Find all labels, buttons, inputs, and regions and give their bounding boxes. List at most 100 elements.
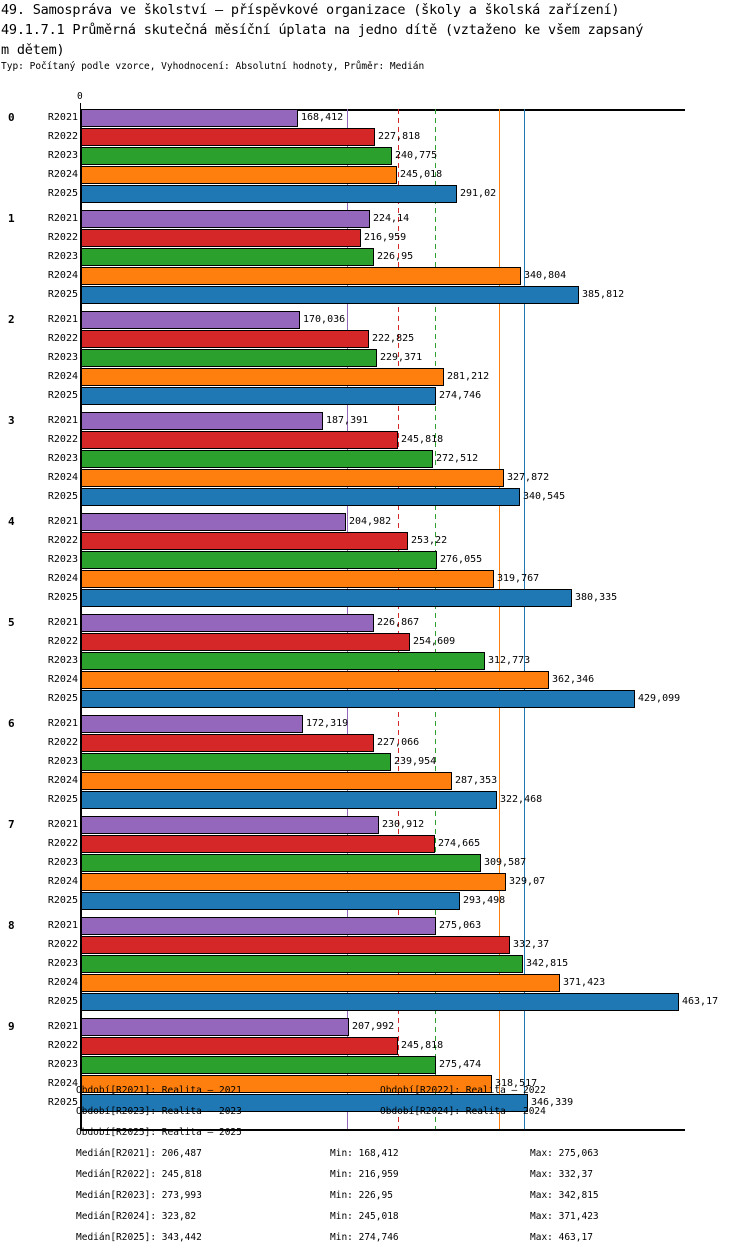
chart-plot-area: 0 0 R2021 168,412 R2022 227,818 R2023 240,775 R… [0, 92, 750, 1131]
bar-value-label: 224,14 [373, 213, 410, 224]
bar-row: R2024 371,423 [0, 974, 750, 992]
bar[interactable] [81, 690, 635, 708]
bar-value-label: 239,954 [394, 756, 437, 767]
chart-footer: Období[R2021]: Realita – 2021 Období[R202… [0, 1085, 750, 1253]
bar[interactable] [81, 772, 452, 790]
bar[interactable] [81, 715, 303, 733]
legend-entry: Období[R2024]: Realita – 2024 [380, 1106, 546, 1117]
bar-row-label: R2024 [47, 472, 78, 483]
bar[interactable] [81, 368, 444, 386]
bar[interactable] [81, 791, 497, 809]
bar[interactable] [81, 917, 436, 935]
bar-value-label: 312,773 [488, 655, 531, 666]
statistic-min: Min: 226,95 [330, 1190, 393, 1201]
bar-row: R2024 327,872 [0, 469, 750, 487]
bar-row-label: R2024 [47, 876, 78, 887]
bar[interactable] [81, 1075, 492, 1093]
bar[interactable] [81, 570, 494, 588]
bar[interactable] [81, 753, 391, 771]
bar-row-label: R2025 [47, 794, 78, 805]
bar-value-label: 281,212 [447, 371, 490, 382]
bar[interactable] [81, 974, 560, 992]
legend-entry: Období[R2025]: Realita – 2025 [76, 1127, 242, 1138]
bar[interactable] [81, 1056, 436, 1074]
bar-row-label: R2024 [47, 371, 78, 382]
bar-group: 0 R2021 168,412 R2022 227,818 R2023 240,775 R20… [0, 109, 750, 203]
bar[interactable] [81, 185, 457, 203]
bar[interactable] [81, 734, 374, 752]
bar-row-label: R2023 [47, 251, 78, 262]
page-title-line-3: m dětem) [1, 42, 65, 58]
bar[interactable] [81, 671, 549, 689]
bar-row-label: R2024 [47, 775, 78, 786]
bar-row: R2022 254,609 [0, 633, 750, 651]
bar[interactable] [81, 330, 369, 348]
bar[interactable] [81, 450, 433, 468]
bar[interactable] [81, 412, 323, 430]
bar[interactable] [81, 387, 436, 405]
bar-group-label: 9 [8, 1020, 15, 1033]
bar[interactable] [81, 633, 410, 651]
bar[interactable] [81, 1018, 349, 1036]
legend-row: Období[R2021]: Realita – 2021 Období[R202… [0, 1085, 750, 1106]
bar[interactable] [81, 147, 392, 165]
bar-groups: 0 R2021 168,412 R2022 227,818 R2023 240,775 R20… [0, 109, 750, 1119]
statistics-row: Medián[R2024]: 323,82 Min: 245,018 Max: 37… [0, 1211, 750, 1232]
bar-row: R2021 224,14 [0, 210, 750, 228]
bar[interactable] [81, 589, 572, 607]
bar[interactable] [81, 873, 506, 891]
bar-row: R2021 275,063 [0, 917, 750, 935]
bar-row-label: R2021 [47, 516, 78, 527]
bar[interactable] [81, 267, 521, 285]
bar[interactable] [81, 614, 374, 632]
chart-subtitle: Typ: Počítaný podle vzorce, Vyhodnocení:… [1, 61, 425, 72]
bar[interactable] [81, 431, 398, 449]
bar-row: R2023 272,512 [0, 450, 750, 468]
median-line [524, 109, 525, 1129]
bar-row-label: R2025 [47, 491, 78, 502]
legend-entry: Období[R2023]: Realita – 2023 [76, 1106, 242, 1117]
bar-row-label: R2025 [47, 592, 78, 603]
bar-row: R2025 385,812 [0, 286, 750, 304]
bar[interactable] [81, 166, 397, 184]
bar-row: R2021 230,912 [0, 816, 750, 834]
bar-row: R2024 362,346 [0, 671, 750, 689]
bar-group: 3 R2021 187,391 R2022 245,818 R2023 272,512 R20… [0, 412, 750, 506]
bar[interactable] [81, 286, 579, 304]
statistic-min: Min: 274,746 [330, 1232, 399, 1243]
bar-row: R2021 168,412 [0, 109, 750, 127]
axis-origin-tick [80, 103, 81, 109]
bar[interactable] [81, 955, 523, 973]
bar[interactable] [81, 993, 679, 1011]
bar-row: R2021 172,319 [0, 715, 750, 733]
bar[interactable] [81, 816, 379, 834]
bar-value-label: 230,912 [382, 819, 425, 830]
bar-row: R2025 380,335 [0, 589, 750, 607]
bar[interactable] [81, 835, 435, 853]
bar[interactable] [81, 488, 520, 506]
bar[interactable] [81, 248, 374, 266]
bar[interactable] [81, 936, 510, 954]
bar[interactable] [81, 210, 370, 228]
bar[interactable] [81, 229, 361, 247]
bar[interactable] [81, 469, 504, 487]
bar-value-label: 380,335 [575, 592, 618, 603]
page-title-line-2: 49.1.7.1 Průměrná skutečná měsíční úplat… [1, 22, 644, 38]
bar[interactable] [81, 109, 298, 127]
bar[interactable] [81, 1037, 398, 1055]
bar[interactable] [81, 854, 481, 872]
bar[interactable] [81, 892, 460, 910]
bar[interactable] [81, 1094, 528, 1112]
statistic-median: Medián[R2022]: 245,818 [76, 1169, 202, 1180]
bar[interactable] [81, 551, 437, 569]
bar[interactable] [81, 532, 408, 550]
bar-row: R2025 291,02 [0, 185, 750, 203]
bar[interactable] [81, 652, 485, 670]
bar[interactable] [81, 311, 300, 329]
bar-group-label: 8 [8, 919, 15, 932]
bar[interactable] [81, 128, 375, 146]
bar[interactable] [81, 349, 377, 367]
bar-row: R2025 463,17 [0, 993, 750, 1011]
bar-row: R2022 227,818 [0, 128, 750, 146]
bar[interactable] [81, 513, 346, 531]
